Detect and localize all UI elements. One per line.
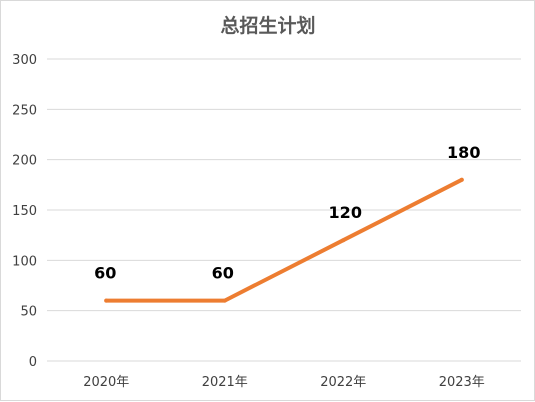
data-point [104, 298, 109, 303]
y-tick-label: 200 [12, 154, 37, 169]
x-axis-ticks: 2020年 2021年 2022年 2023年 [83, 375, 485, 390]
y-tick-label: 100 [12, 254, 37, 269]
data-point [222, 298, 227, 303]
y-tick-label: 300 [12, 53, 37, 68]
x-tick-label: 2021年 [202, 375, 248, 390]
data-labels: 60 60 120 180 [94, 143, 480, 283]
x-tick-label: 2022年 [320, 375, 366, 390]
y-axis-ticks: 0 50 100 150 200 250 300 [12, 53, 37, 370]
chart-title: 总招生计划 [220, 14, 315, 37]
data-label: 60 [94, 264, 116, 283]
series-line [104, 177, 464, 303]
x-tick-label: 2023年 [439, 375, 485, 390]
data-point [459, 177, 464, 182]
data-label: 120 [329, 203, 362, 222]
data-label: 60 [212, 264, 234, 283]
x-tick-label: 2020年 [83, 375, 129, 390]
y-tick-label: 250 [12, 103, 37, 118]
gridlines [47, 58, 521, 362]
y-tick-label: 0 [29, 355, 37, 370]
data-label: 180 [447, 143, 480, 162]
data-point [341, 238, 346, 243]
y-tick-label: 150 [12, 204, 37, 219]
y-tick-label: 50 [20, 305, 37, 320]
series-group [104, 177, 464, 303]
